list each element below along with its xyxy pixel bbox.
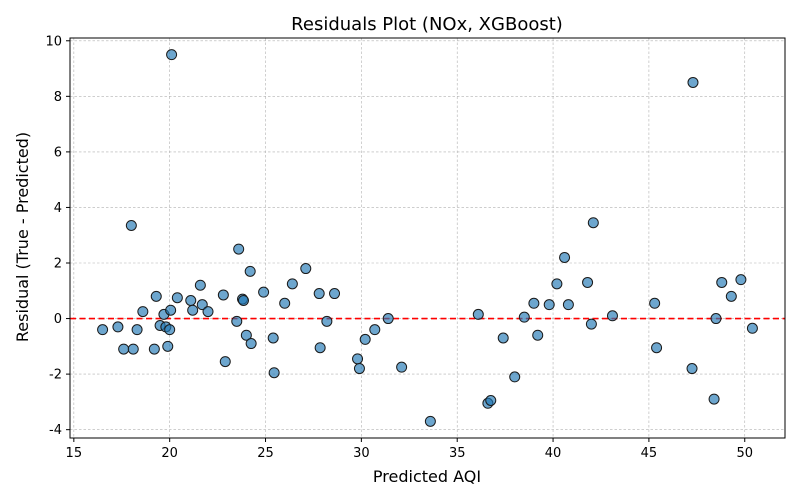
- data-point: [321, 315, 333, 327]
- data-point: [202, 306, 214, 318]
- data-point: [582, 276, 594, 288]
- data-point: [217, 289, 229, 301]
- data-point: [267, 332, 279, 344]
- data-point: [509, 371, 521, 383]
- plot-frame: [69, 37, 786, 439]
- data-point: [164, 324, 176, 336]
- x-tick-label: 25: [257, 446, 274, 461]
- data-point: [162, 340, 174, 352]
- data-point: [606, 310, 618, 322]
- data-point: [150, 290, 162, 302]
- data-point: [171, 292, 183, 304]
- data-point: [258, 286, 270, 298]
- data-point: [532, 329, 544, 341]
- y-tick-label: 6: [54, 145, 62, 160]
- data-point: [240, 329, 252, 341]
- data-point: [551, 278, 563, 290]
- data-point: [396, 361, 408, 373]
- data-point: [587, 217, 599, 229]
- data-point: [231, 315, 243, 327]
- x-tick-label: 15: [66, 446, 83, 461]
- data-point: [651, 342, 663, 354]
- data-point: [716, 276, 728, 288]
- data-point: [352, 353, 364, 365]
- y-tick-label: -4: [49, 423, 62, 438]
- data-point: [131, 324, 143, 336]
- data-point: [233, 243, 245, 255]
- data-point: [237, 295, 249, 306]
- data-point: [194, 279, 206, 291]
- data-point: [353, 363, 365, 375]
- data-point: [300, 263, 312, 275]
- y-tick-label: -2: [49, 368, 62, 383]
- data-point: [279, 297, 291, 309]
- chart-title: Residuals Plot (NOx, XGBoost): [291, 14, 563, 35]
- data-point: [746, 322, 758, 334]
- data-point: [196, 299, 208, 311]
- data-point: [112, 321, 124, 333]
- x-tick-label: 20: [161, 446, 178, 461]
- data-point: [518, 311, 530, 323]
- y-axis-label: Residual (True - Predicted): [13, 132, 32, 342]
- x-tick-label: 50: [736, 446, 753, 461]
- data-point: [286, 278, 298, 290]
- data-point: [687, 76, 699, 88]
- data-point: [649, 297, 661, 309]
- data-point: [725, 290, 737, 302]
- x-axis-ticks: 15 20 25 30 35 40 45 50: [66, 438, 753, 461]
- x-tick-label: 30: [353, 446, 370, 461]
- data-point: [127, 343, 139, 355]
- data-point: [735, 274, 747, 286]
- data-point: [424, 415, 436, 427]
- data-point: [185, 295, 197, 306]
- data-point: [382, 313, 394, 325]
- y-tick-label: 0: [54, 312, 62, 327]
- x-axis-label: Predicted AQI: [373, 467, 481, 486]
- data-point: [118, 343, 130, 355]
- data-point: [708, 393, 720, 405]
- data-point: [369, 324, 381, 336]
- gridlines: [70, 38, 785, 438]
- data-point: [268, 367, 280, 379]
- data-point: [187, 304, 199, 316]
- data-point: [585, 318, 597, 330]
- data-point: [485, 395, 497, 406]
- y-axis-ticks: -4 -2 0 2 4 6 8 10: [45, 34, 70, 438]
- data-point: [359, 333, 371, 345]
- data-point: [313, 288, 325, 300]
- data-point: [97, 324, 109, 336]
- data-point: [686, 363, 698, 375]
- y-tick-label: 8: [54, 90, 62, 105]
- data-point: [710, 313, 722, 325]
- y-tick-label: 4: [54, 201, 62, 216]
- x-tick-label: 35: [449, 446, 466, 461]
- y-tick-label: 2: [54, 257, 62, 272]
- data-point: [166, 49, 178, 61]
- data-point: [528, 297, 540, 309]
- data-point: [137, 306, 149, 318]
- data-point: [245, 338, 257, 350]
- data-point: [559, 251, 571, 263]
- data-point: [148, 343, 160, 355]
- x-tick-label: 45: [641, 446, 658, 461]
- data-point: [329, 288, 341, 300]
- data-point: [543, 299, 555, 311]
- data-point: [497, 332, 509, 344]
- data-point: [244, 265, 256, 277]
- data-point: [165, 304, 177, 316]
- x-tick-label: 40: [545, 446, 562, 461]
- data-point: [125, 220, 137, 231]
- data-point: [219, 356, 231, 368]
- data-points: [97, 49, 758, 427]
- data-point: [472, 308, 484, 320]
- y-tick-label: 10: [45, 34, 62, 49]
- data-point: [562, 299, 574, 311]
- data-point: [314, 342, 326, 354]
